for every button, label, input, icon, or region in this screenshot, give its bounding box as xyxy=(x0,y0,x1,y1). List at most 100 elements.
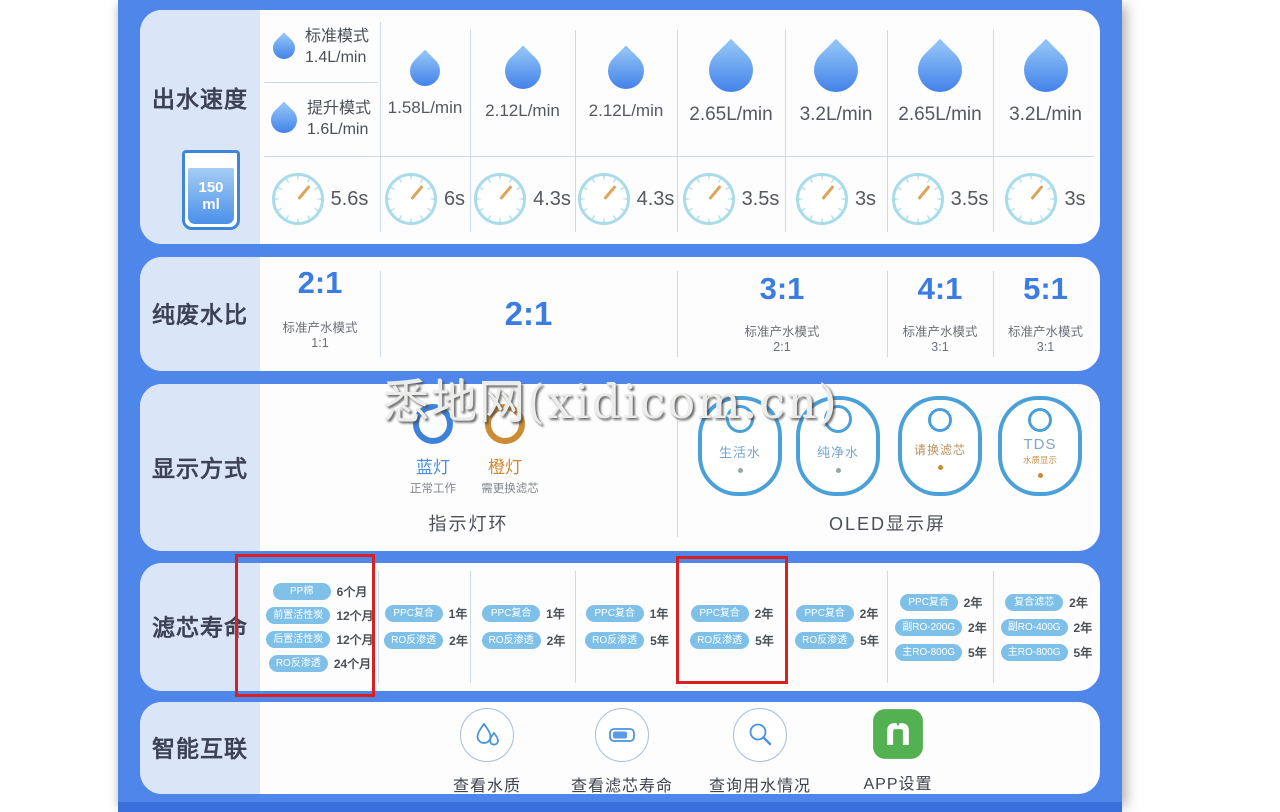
filter-badge: 后置活性炭 xyxy=(266,630,331,648)
divider xyxy=(470,571,471,683)
row-filter-life: 滤芯寿命 PP棉 6个月 前置活性炭 12个月 后置活性炭 12个月 RO反渗透 xyxy=(140,563,1100,691)
mode-rate: 1.6L/min xyxy=(306,121,369,138)
oled-screen-tds: TDS 水质显示 xyxy=(998,396,1082,496)
filter-column: 复合滤芯 2年 副RO-400G 2年 主RO-800G 5年 xyxy=(995,563,1098,691)
filter-life: 2年 xyxy=(546,634,566,648)
row-display-type: 显示方式 蓝灯 橙灯 正常工作 需更换滤芯 指示灯环 生活水 纯净水 请换滤芯 xyxy=(140,384,1100,551)
lamp-name: 橙灯 xyxy=(488,458,522,477)
speed-column: 2.12L/min xyxy=(575,18,677,156)
highlight-box xyxy=(235,554,375,697)
filter-item: RO反渗透 5年 xyxy=(585,632,669,649)
spout-circle-icon xyxy=(824,405,852,433)
filter-life-icon xyxy=(595,708,649,762)
mode-text: 提升模式 1.6L/min xyxy=(307,99,371,141)
filter-badge: PP棉 xyxy=(272,582,331,600)
fill-time: 3s xyxy=(1064,187,1086,210)
timer-icon xyxy=(271,173,324,225)
filter-item: 副RO-200G 2年 xyxy=(895,618,987,636)
filter-life: 12个月 xyxy=(336,632,374,647)
filter-item: PPC复合 1年 xyxy=(482,605,565,622)
divider xyxy=(677,398,678,537)
mode-name: 提升模式 xyxy=(306,100,371,118)
filter-life: 5年 xyxy=(968,645,987,660)
smart-item-label: 查询用水情况 xyxy=(708,778,811,795)
filter-life: 1年 xyxy=(448,607,468,621)
timer-icon xyxy=(891,173,944,225)
ratio-value: 4:1 xyxy=(917,271,963,306)
divider xyxy=(887,271,888,357)
filter-life: 6个月 xyxy=(336,584,368,599)
filter-life: 1年 xyxy=(546,607,565,621)
smart-item-label: APP设置 xyxy=(863,776,933,793)
timer-cell: 4.3s xyxy=(470,160,575,238)
ratio-mode: 标准产水模式 xyxy=(1007,325,1083,339)
ratio-value: 2:1 xyxy=(297,265,343,300)
filter-badge: PPC复合 xyxy=(482,605,541,622)
water-drop-icon xyxy=(265,101,303,139)
filter-life: 2年 xyxy=(754,607,774,621)
filter-badge: 副RO-400G xyxy=(1000,618,1068,636)
filter-badge: PPC复合 xyxy=(795,605,854,622)
indicator-caption: 指示灯环 xyxy=(428,514,509,534)
flow-rate: 2.12L/min xyxy=(588,101,664,120)
divider xyxy=(380,22,381,232)
filter-item: 后置活性炭 12个月 xyxy=(266,630,374,648)
row-water-speed: 出水速度 150 ml 标准模式 1.4L/min 提升模式 1.6L/min xyxy=(140,10,1100,244)
filter-badge: PPC复合 xyxy=(899,593,958,611)
divider xyxy=(470,30,471,232)
status-dot xyxy=(835,468,841,473)
speed-column: 3.2L/min xyxy=(785,18,887,156)
spout-circle-icon xyxy=(1028,408,1052,432)
filter-life: 2年 xyxy=(963,595,983,610)
cup-150ml-icon: 150 ml xyxy=(182,150,240,230)
smart-item-water-usage: 查询用水情况 xyxy=(690,708,830,796)
filter-item: PP棉 6个月 xyxy=(272,582,368,600)
smart-item-app-settings: APP设置 xyxy=(828,708,968,794)
water-drop-icon xyxy=(403,49,447,93)
filter-column: PPC复合 2年 副RO-200G 2年 主RO-800G 5年 xyxy=(889,563,993,691)
divider xyxy=(264,82,378,83)
ratio-mode: 标准产水模式 xyxy=(902,325,978,339)
fill-time: 3s xyxy=(854,187,877,210)
timer-cell: 3.5s xyxy=(677,160,785,238)
filter-life: 2年 xyxy=(968,620,987,635)
timer-icon xyxy=(795,173,848,225)
row-title: 纯废水比 xyxy=(152,301,248,328)
mode-text: 标准模式 1.4L/min xyxy=(305,27,369,69)
ratio-mode-value: 1:1 xyxy=(311,336,329,350)
mi-home-logo-icon xyxy=(873,709,923,759)
lamp-name: 蓝灯 xyxy=(416,458,450,477)
filter-badge: 主RO-800G xyxy=(1000,643,1068,661)
flow-rate: 3.2L/min xyxy=(1009,104,1082,125)
fill-time: 6s xyxy=(443,187,466,210)
water-drop-icon xyxy=(699,38,763,102)
filter-item: 复合滤芯 2年 xyxy=(1005,593,1088,611)
filter-item: RO反渗透 5年 xyxy=(690,632,774,649)
filter-item: 主RO-800G 5年 xyxy=(895,643,987,661)
mode-boost-cell: 提升模式 1.6L/min xyxy=(264,88,378,152)
water-drop-icon xyxy=(600,45,652,97)
divider xyxy=(575,571,576,683)
divider xyxy=(677,271,678,357)
filter-life: 2年 xyxy=(1069,595,1088,610)
timer-cell: 4.3s xyxy=(575,160,677,238)
fill-time: 5.6s xyxy=(330,187,369,210)
timer-icon xyxy=(474,173,527,225)
mode-rate: 1.4L/min xyxy=(304,49,367,66)
filter-badge: 副RO-200G xyxy=(895,618,963,636)
row-smart-connect: 智能互联 查看水质 查看滤芯寿命 xyxy=(140,702,1100,796)
oled-text: 纯净水 xyxy=(816,445,859,460)
row-label-cell: 出水速度 150 ml xyxy=(140,10,260,244)
divider xyxy=(887,571,888,683)
filter-item: RO反渗透 5年 xyxy=(795,632,879,649)
divider xyxy=(378,571,379,683)
speed-column: 2.65L/min xyxy=(887,18,993,156)
filter-item: RO反渗透 2年 xyxy=(384,632,468,649)
ratio-mode: 标准产水模式 xyxy=(744,325,820,339)
speed-column: 3.2L/min xyxy=(993,18,1098,156)
flow-rate: 1.58L/min xyxy=(387,98,463,117)
smart-item-water-quality: 查看水质 xyxy=(417,708,557,796)
filter-item: PPC复合 1年 xyxy=(384,605,468,622)
filter-badge: 复合滤芯 xyxy=(1005,593,1064,611)
